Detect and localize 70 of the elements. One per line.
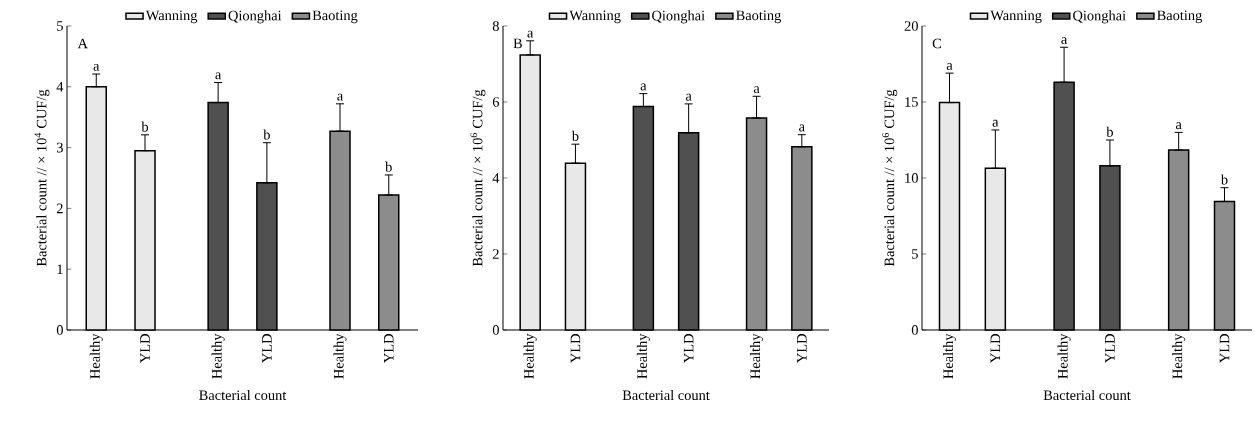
y-tick-label: 0 bbox=[911, 325, 918, 335]
data-label: a bbox=[1175, 122, 1182, 130]
data-label: b bbox=[571, 130, 579, 141]
x-tick-label: Healthy bbox=[1172, 333, 1186, 379]
data-label: b bbox=[1106, 126, 1113, 137]
data-label: a bbox=[640, 83, 647, 91]
y-tick-label: 8 bbox=[492, 21, 499, 31]
y-axis-title: Bacterial count // × 10$^{4}$ CUF/g bbox=[34, 89, 50, 267]
data-label: a bbox=[992, 119, 999, 127]
x-axis-title: Bacterial count bbox=[199, 389, 287, 401]
y-tick-label: 15 bbox=[905, 97, 918, 107]
x-tick-label: Healthy bbox=[636, 333, 650, 379]
data-label: a bbox=[799, 124, 805, 132]
data-label: a bbox=[527, 30, 534, 38]
y-tick-label: 5 bbox=[57, 21, 63, 31]
y-tick-label: 4 bbox=[56, 82, 64, 92]
legend-label: Baoting bbox=[312, 10, 358, 24]
y-tick-label: 0 bbox=[492, 325, 499, 335]
y-tick-label: 4 bbox=[492, 173, 500, 183]
data-label: b bbox=[141, 121, 149, 132]
data-label: a bbox=[337, 93, 343, 101]
x-tick-label: YLD bbox=[140, 334, 150, 363]
legend-label: Qionghai bbox=[1073, 10, 1126, 24]
annotation: A bbox=[77, 38, 88, 49]
x-tick-label: Healthy bbox=[942, 333, 957, 379]
legend-label: Wanning bbox=[145, 10, 198, 24]
data-label: a bbox=[685, 93, 692, 101]
legend-label: Qionghai bbox=[228, 10, 282, 24]
y-axis-title: Bacterial count // × 10$^{6}$ CUF/g bbox=[470, 89, 486, 267]
data-label: b bbox=[385, 161, 392, 172]
x-axis-title: Bacterial count bbox=[1043, 389, 1131, 401]
x-tick-label: YLD bbox=[1105, 334, 1115, 363]
x-tick-label: YLD bbox=[797, 334, 807, 363]
legend-label: Qionghai bbox=[652, 10, 705, 24]
x-axis-title: Bacterial count bbox=[622, 389, 710, 401]
x-tick-label: YLD bbox=[262, 334, 272, 363]
legend-label: Baoting bbox=[736, 10, 782, 24]
data-label: a bbox=[215, 72, 222, 80]
x-tick-label: YLD bbox=[384, 334, 394, 363]
y-tick-label: 2 bbox=[56, 203, 63, 214]
legend-label: Wanning bbox=[990, 10, 1042, 24]
data-label: b bbox=[263, 129, 270, 140]
y-axis-title: Bacterial count // × 10$^{6}$ CUF/g bbox=[882, 89, 898, 267]
x-tick-label: YLD bbox=[990, 334, 1001, 363]
legend-label: Wanning bbox=[569, 10, 621, 24]
x-tick-label: YLD bbox=[570, 334, 581, 363]
x-tick-label: Healthy bbox=[750, 333, 764, 379]
y-tick-label: 0 bbox=[56, 325, 63, 335]
x-tick-label: Healthy bbox=[333, 333, 347, 379]
data-label: a bbox=[753, 86, 760, 94]
y-tick-label: 20 bbox=[904, 21, 918, 31]
data-label: a bbox=[1061, 37, 1068, 45]
x-tick-label: YLD bbox=[1219, 334, 1230, 363]
y-tick-label: 6 bbox=[492, 97, 500, 107]
annotation: C bbox=[932, 38, 941, 49]
y-tick-label: 2 bbox=[492, 249, 499, 259]
data-label: a bbox=[946, 63, 953, 70]
x-tick-label: Healthy bbox=[211, 333, 225, 379]
x-tick-label: Healthy bbox=[1057, 333, 1071, 379]
y-tick-label: 5 bbox=[912, 249, 918, 259]
x-tick-label: Healthy bbox=[89, 333, 103, 379]
x-tick-label: Healthy bbox=[523, 333, 537, 379]
y-tick-label: 3 bbox=[56, 142, 63, 153]
y-tick-label: 10 bbox=[905, 173, 918, 183]
legend-label: Baoting bbox=[1157, 10, 1202, 24]
x-tick-label: YLD bbox=[683, 334, 694, 363]
data-label: b bbox=[1220, 174, 1228, 185]
annotation: B bbox=[513, 38, 522, 49]
data-label: a bbox=[93, 63, 100, 71]
y-tick-label: 1 bbox=[57, 264, 63, 274]
